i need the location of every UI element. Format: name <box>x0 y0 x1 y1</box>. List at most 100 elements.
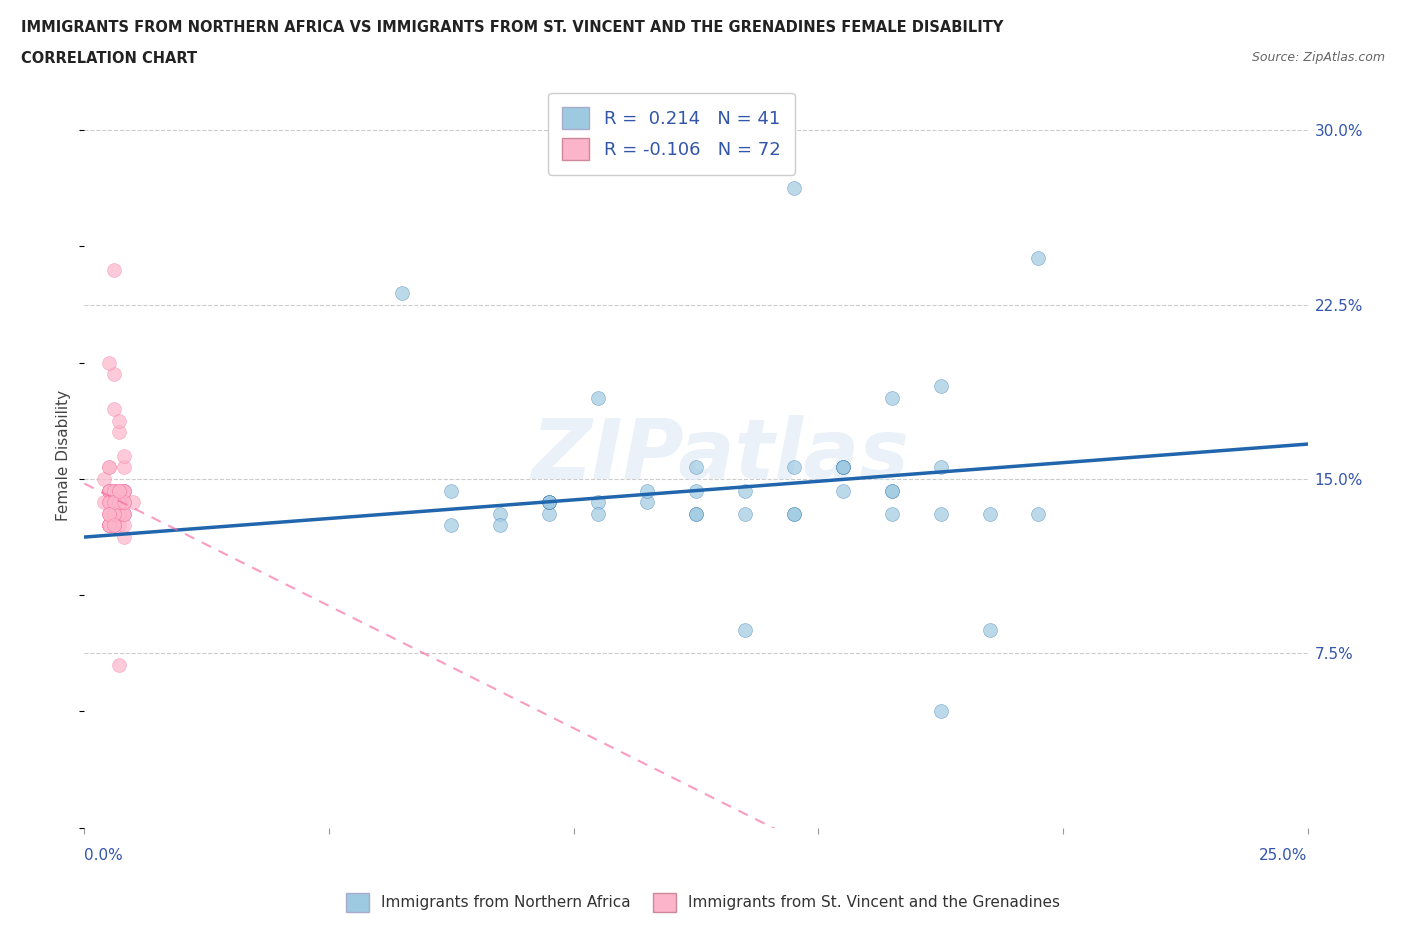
Point <box>103 506 125 521</box>
Point <box>586 506 609 521</box>
Point <box>979 506 1001 521</box>
Point <box>97 355 120 370</box>
Point <box>489 506 512 521</box>
Point <box>586 390 609 405</box>
Point <box>112 495 135 510</box>
Y-axis label: Female Disability: Female Disability <box>56 391 72 521</box>
Point <box>783 459 806 474</box>
Point <box>831 484 853 498</box>
Point <box>685 459 707 474</box>
Point <box>103 506 125 521</box>
Point <box>107 506 129 521</box>
Point <box>112 518 135 533</box>
Point <box>107 495 129 510</box>
Point <box>97 518 120 533</box>
Point <box>489 518 512 533</box>
Point <box>97 495 120 510</box>
Text: CORRELATION CHART: CORRELATION CHART <box>21 51 197 66</box>
Point <box>929 704 952 719</box>
Point <box>831 459 853 474</box>
Point <box>103 495 125 510</box>
Point <box>783 180 806 195</box>
Point <box>107 484 129 498</box>
Point <box>107 484 129 498</box>
Point <box>103 495 125 510</box>
Point <box>538 506 561 521</box>
Point <box>391 286 413 300</box>
Point <box>97 518 120 533</box>
Point <box>831 459 853 474</box>
Point <box>107 495 129 510</box>
Point <box>97 506 120 521</box>
Point <box>103 518 125 533</box>
Point <box>929 379 952 393</box>
Point <box>734 484 756 498</box>
Point <box>97 495 120 510</box>
Point <box>103 484 125 498</box>
Point <box>103 484 125 498</box>
Point <box>538 495 561 510</box>
Point <box>538 495 561 510</box>
Point <box>685 506 707 521</box>
Point <box>112 506 135 521</box>
Point <box>97 484 120 498</box>
Point <box>440 518 463 533</box>
Point <box>93 495 115 510</box>
Point <box>97 459 120 474</box>
Point <box>103 518 125 533</box>
Point <box>103 518 125 533</box>
Point <box>97 518 120 533</box>
Legend: R =  0.214   N = 41, R = -0.106   N = 72: R = 0.214 N = 41, R = -0.106 N = 72 <box>548 93 794 175</box>
Point <box>97 484 120 498</box>
Point <box>979 623 1001 638</box>
Point <box>103 402 125 417</box>
Point <box>107 425 129 440</box>
Point <box>97 484 120 498</box>
Point <box>112 484 135 498</box>
Point <box>97 518 120 533</box>
Text: ZIPatlas: ZIPatlas <box>531 415 910 497</box>
Point <box>103 484 125 498</box>
Text: Source: ZipAtlas.com: Source: ZipAtlas.com <box>1251 51 1385 64</box>
Point <box>880 484 903 498</box>
Point <box>112 484 135 498</box>
Point <box>103 484 125 498</box>
Point <box>112 506 135 521</box>
Point <box>1028 250 1050 266</box>
Point <box>103 495 125 510</box>
Text: 0.0%: 0.0% <box>84 848 124 863</box>
Point <box>112 529 135 544</box>
Point <box>107 484 129 498</box>
Point <box>685 506 707 521</box>
Point <box>734 506 756 521</box>
Point <box>107 518 129 533</box>
Point <box>112 484 135 498</box>
Point <box>636 495 658 510</box>
Point <box>107 495 129 510</box>
Point <box>97 459 120 474</box>
Point <box>97 484 120 498</box>
Point <box>107 495 129 510</box>
Point <box>103 495 125 510</box>
Point <box>783 506 806 521</box>
Point <box>107 658 129 672</box>
Point <box>97 506 120 521</box>
Point <box>97 518 120 533</box>
Text: IMMIGRANTS FROM NORTHERN AFRICA VS IMMIGRANTS FROM ST. VINCENT AND THE GRENADINE: IMMIGRANTS FROM NORTHERN AFRICA VS IMMIG… <box>21 20 1004 35</box>
Point <box>112 448 135 463</box>
Point <box>685 484 707 498</box>
Point <box>97 484 120 498</box>
Point <box>112 495 135 510</box>
Point <box>440 484 463 498</box>
Point <box>103 366 125 381</box>
Point <box>122 495 145 510</box>
Point <box>112 495 135 510</box>
Point <box>103 495 125 510</box>
Point <box>103 262 125 277</box>
Point <box>929 506 952 521</box>
Point <box>880 390 903 405</box>
Point <box>880 484 903 498</box>
Point <box>1028 506 1050 521</box>
Point <box>97 518 120 533</box>
Point <box>107 506 129 521</box>
